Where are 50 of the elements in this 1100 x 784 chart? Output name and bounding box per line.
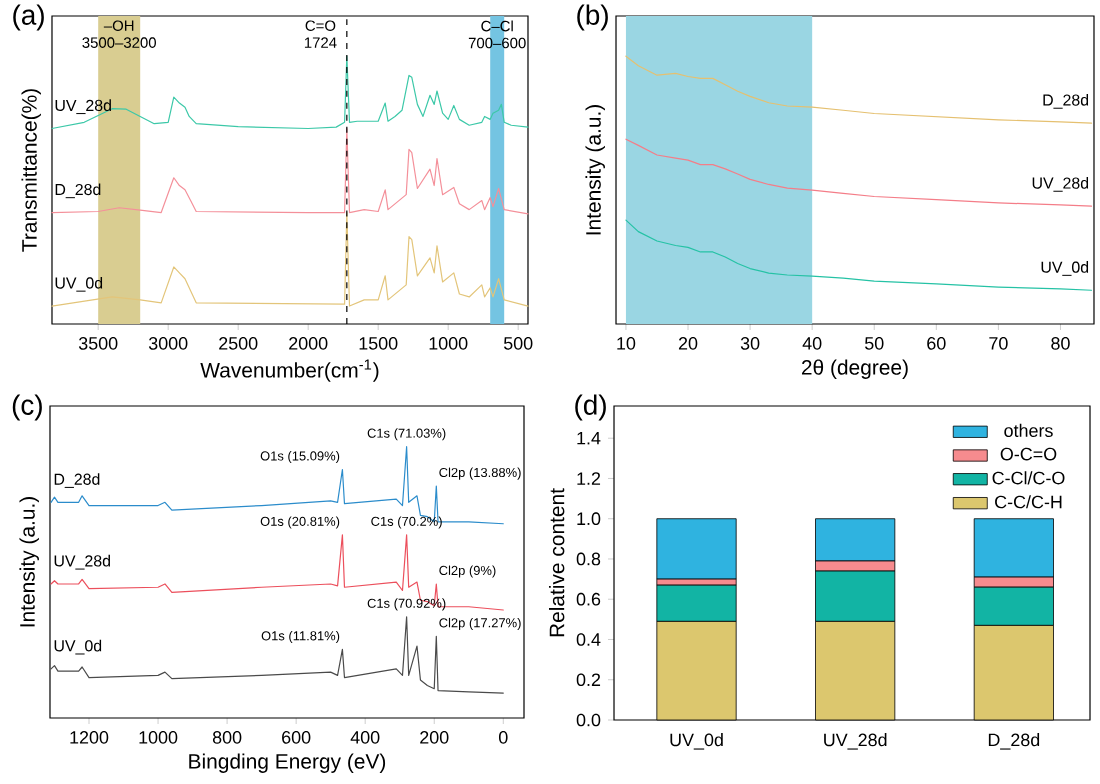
y-axis-title: Intensity (a.u.) — [585, 105, 605, 235]
x-tick-label: 200 — [420, 731, 449, 744]
y-tick-label: 0.6 — [576, 592, 601, 606]
x-tick-label: 1000 — [429, 337, 468, 350]
chart-title: (b) — [577, 4, 608, 31]
x-tick-label: 3500 — [78, 337, 118, 350]
x-tick-label: 10 — [617, 337, 636, 350]
y-tick-label: 0.4 — [576, 633, 601, 646]
y-axis-title: Transmittance(%) — [21, 89, 41, 252]
y-tick-label: 0.2 — [576, 673, 601, 687]
x-tick-label: 40 — [802, 337, 822, 350]
x-tick-label: 80 — [1051, 337, 1070, 350]
x-tick-label: 1500 — [359, 337, 398, 350]
x-tick-label: 20 — [678, 337, 698, 350]
x-tick-label: D_28d — [988, 733, 1040, 750]
y-tick-label: 1.4 — [577, 432, 601, 445]
x-axis-title: Wavenumber(cm$^{-1}$) — [200, 359, 379, 382]
x-tick-label: 60 — [927, 337, 946, 350]
y-tick-label: 1.0 — [577, 512, 601, 526]
x-tick-label: 1000 — [139, 731, 178, 744]
x-tick-label: 70 — [989, 337, 1008, 350]
y-axis-title: Intensity (a.u.) — [19, 497, 39, 627]
y-axis-title: Relative content — [549, 488, 565, 637]
legend-label: others — [1004, 423, 1053, 437]
legend-label: C-C/C-H — [995, 495, 1062, 509]
chart-title: (a) — [13, 4, 44, 31]
x-axis-title: Bingding Energy (eV) — [189, 753, 386, 773]
bar — [656, 518, 737, 580]
legend-label: C-Cl/C-O — [992, 471, 1065, 485]
y-tick-label: 1.2 — [577, 472, 601, 485]
chart-title: (c) — [12, 394, 42, 421]
y-tick-label: 0.8 — [576, 552, 601, 566]
legend-label: O-C=O — [1000, 447, 1057, 461]
x-tick-label: UV_28d — [824, 733, 887, 750]
chart-title: (d) — [575, 394, 606, 421]
x-tick-label: 2000 — [289, 337, 328, 350]
x-tick-label: 1200 — [70, 731, 109, 744]
x-tick-label: 3000 — [148, 337, 188, 350]
x-tick-label: 500 — [503, 337, 533, 350]
bar — [815, 518, 896, 562]
y-tick-label: 0.0 — [576, 713, 601, 727]
x-tick-label: 0 — [498, 731, 508, 744]
x-tick-label: 400 — [350, 731, 380, 744]
x-tick-label: 50 — [864, 337, 884, 350]
x-axis-title: 2θ (degree) — [801, 359, 908, 379]
x-tick-label: 2500 — [219, 337, 258, 350]
x-tick-label: 600 — [282, 731, 311, 744]
x-tick-label: 30 — [740, 337, 760, 350]
x-tick-label: UV_0d — [670, 733, 723, 750]
x-tick-label: 800 — [212, 731, 242, 744]
